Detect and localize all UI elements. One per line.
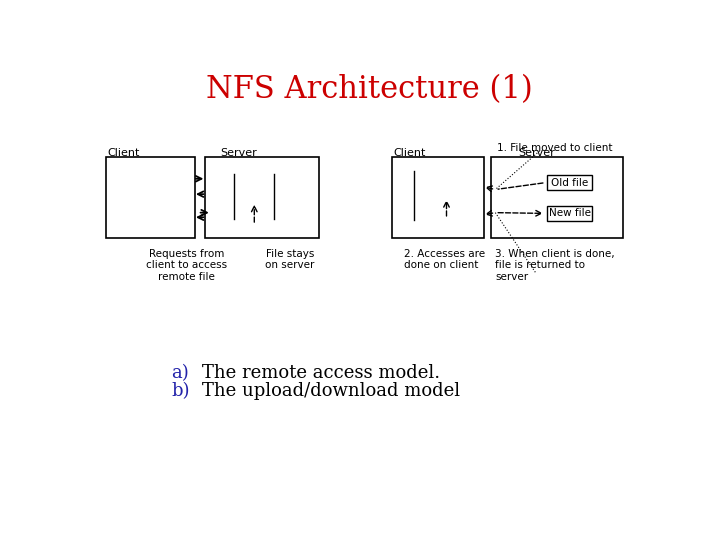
Text: Server: Server — [518, 147, 555, 158]
Text: 2. Accesses are
done on client: 2. Accesses are done on client — [404, 249, 485, 271]
Bar — [204, 157, 320, 238]
Text: b): b) — [171, 382, 190, 400]
Bar — [547, 206, 593, 221]
Text: a): a) — [171, 364, 189, 382]
Text: Requests from
client to access
remote file: Requests from client to access remote fi… — [146, 249, 228, 282]
Text: 3. When client is done,
file is returned to
server: 3. When client is done, file is returned… — [495, 249, 615, 282]
Text: The remote access model.: The remote access model. — [202, 364, 441, 382]
Text: Old file: Old file — [551, 178, 588, 187]
Text: Server: Server — [220, 147, 257, 158]
Bar — [492, 157, 624, 238]
Text: 1. File moved to client: 1. File moved to client — [498, 143, 613, 153]
Text: Client: Client — [107, 147, 140, 158]
Text: NFS Architecture (1): NFS Architecture (1) — [206, 74, 532, 105]
Text: Client: Client — [394, 147, 426, 158]
Text: New file: New file — [549, 208, 590, 218]
Bar — [392, 157, 484, 238]
Text: File stays
on server: File stays on server — [265, 249, 315, 271]
Bar — [547, 175, 593, 190]
Bar — [106, 157, 194, 238]
Text: The upload/download model: The upload/download model — [202, 382, 461, 400]
